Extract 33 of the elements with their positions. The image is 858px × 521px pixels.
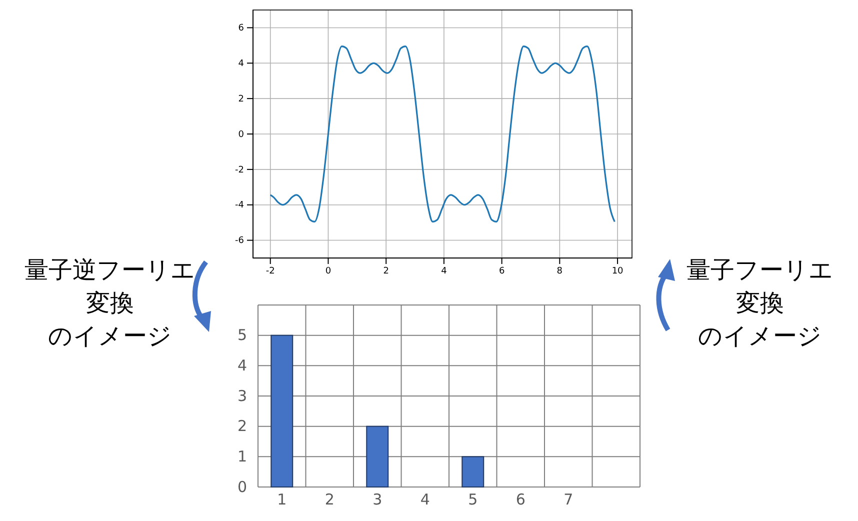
x-tick-label: 6 <box>516 490 526 509</box>
x-tick-label: -2 <box>266 266 275 276</box>
y-tick-label: -6 <box>235 236 244 246</box>
bar <box>462 456 484 488</box>
y-tick-label: 3 <box>237 386 247 405</box>
x-tick-label: 4 <box>420 490 430 509</box>
x-tick-label: 5 <box>468 490 478 509</box>
bar <box>366 426 389 488</box>
line-series <box>270 46 616 222</box>
y-tick-label: 4 <box>238 59 244 70</box>
x-tick-label: 6 <box>498 266 505 276</box>
y-tick-label: 2 <box>238 94 244 104</box>
y-tick-label: 2 <box>237 417 247 436</box>
bar <box>270 334 294 488</box>
y-tick-label: 0 <box>238 130 244 140</box>
y-tick-label: 6 <box>238 24 244 34</box>
x-tick-label: 4 <box>441 266 448 276</box>
y-tick-label: -4 <box>235 200 244 211</box>
text: 量子逆フーリエ変換のイメージ <box>24 256 196 350</box>
y-tick-label: 4 <box>237 356 247 374</box>
x-tick-label: 8 <box>556 266 563 276</box>
text: 量子フーリエ変換のイメージ <box>686 256 834 350</box>
y-tick-label: 5 <box>237 326 247 344</box>
x-tick-label: 7 <box>564 490 574 509</box>
x-tick-label: 2 <box>324 490 334 509</box>
x-tick-label: 0 <box>325 266 332 276</box>
y-tick-label: -2 <box>235 165 244 176</box>
y-tick-label: 1 <box>237 447 247 466</box>
x-tick-label: 1 <box>277 490 287 509</box>
y-tick-label: 0 <box>237 478 247 496</box>
x-tick-label: 10 <box>612 266 624 276</box>
x-tick-label: 2 <box>383 266 389 276</box>
x-tick-label: 3 <box>372 490 382 509</box>
